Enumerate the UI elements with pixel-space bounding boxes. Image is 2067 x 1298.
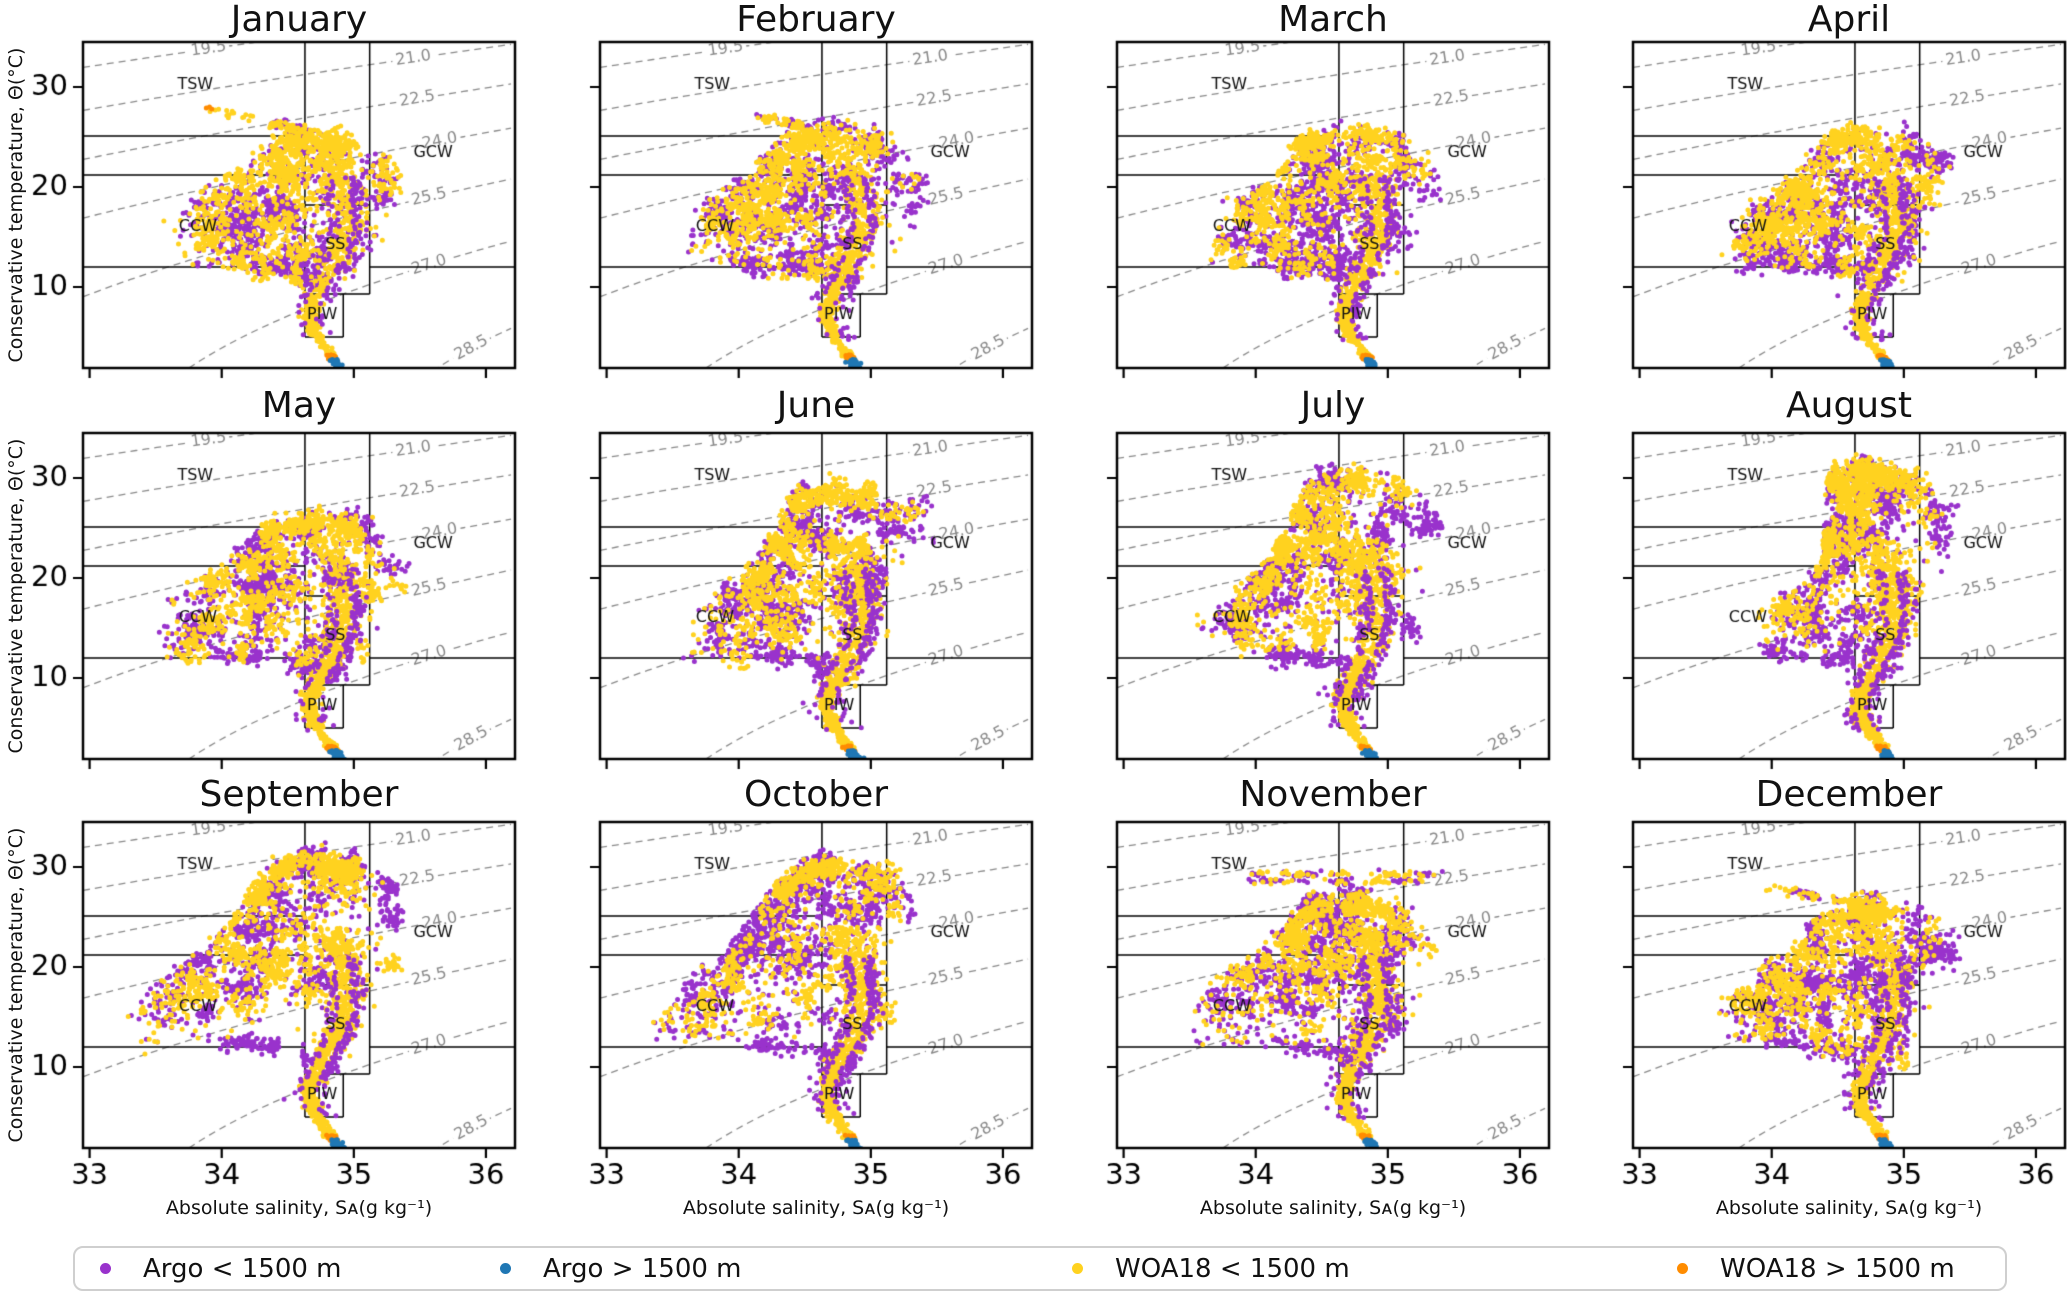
woa18-deep-marker-icon xyxy=(1677,1263,1688,1274)
subplot-title-february: February xyxy=(736,0,896,40)
subplot-title-july: July xyxy=(1300,385,1366,426)
y-axis-label-row3: Conservative temperature, Θ(°C) xyxy=(5,827,27,1143)
x-axis-label-col2: Absolute salinity, Sᴀ(g kg⁻¹) xyxy=(682,1197,950,1219)
legend-label: Argo > 1500 m xyxy=(543,1253,742,1284)
legend-label: WOA18 > 1500 m xyxy=(1720,1253,1955,1284)
subplot-title-september: September xyxy=(199,774,399,815)
subplot-title-january: January xyxy=(230,0,368,40)
argo-deep-marker-icon xyxy=(500,1263,511,1274)
y-axis-label-row2: Conservative temperature, Θ(°C) xyxy=(5,438,27,754)
subplot-title-october: October xyxy=(743,774,889,815)
legend: Argo < 1500 m Argo > 1500 m WOA18 < 1500… xyxy=(73,1246,2007,1291)
legend-item-argo-deep: Argo > 1500 m xyxy=(500,1248,742,1289)
subplot-title-april: April xyxy=(1807,0,1891,40)
legend-label: Argo < 1500 m xyxy=(143,1253,342,1284)
legend-item-argo-shallow: Argo < 1500 m xyxy=(100,1248,342,1289)
y-axis-label-row1: Conservative temperature, Θ(°C) xyxy=(5,47,27,363)
subplot-title-december: December xyxy=(1755,774,1943,815)
x-axis-label-col4: Absolute salinity, Sᴀ(g kg⁻¹) xyxy=(1715,1197,1983,1219)
subplot-title-march: March xyxy=(1278,0,1388,40)
legend-item-woa18-deep: WOA18 > 1500 m xyxy=(1677,1248,1955,1289)
subplot-title-august: August xyxy=(1786,385,1912,426)
woa18-shallow-marker-icon xyxy=(1072,1263,1083,1274)
x-axis-label-col1: Absolute salinity, Sᴀ(g kg⁻¹) xyxy=(165,1197,433,1219)
legend-label: WOA18 < 1500 m xyxy=(1115,1253,1350,1284)
subplot-title-may: May xyxy=(261,385,337,426)
subplot-title-november: November xyxy=(1239,774,1427,815)
x-axis-label-col3: Absolute salinity, Sᴀ(g kg⁻¹) xyxy=(1199,1197,1467,1219)
argo-shallow-marker-icon xyxy=(100,1263,111,1274)
legend-item-woa18-shallow: WOA18 < 1500 m xyxy=(1072,1248,1350,1289)
subplot-title-june: June xyxy=(776,385,856,426)
